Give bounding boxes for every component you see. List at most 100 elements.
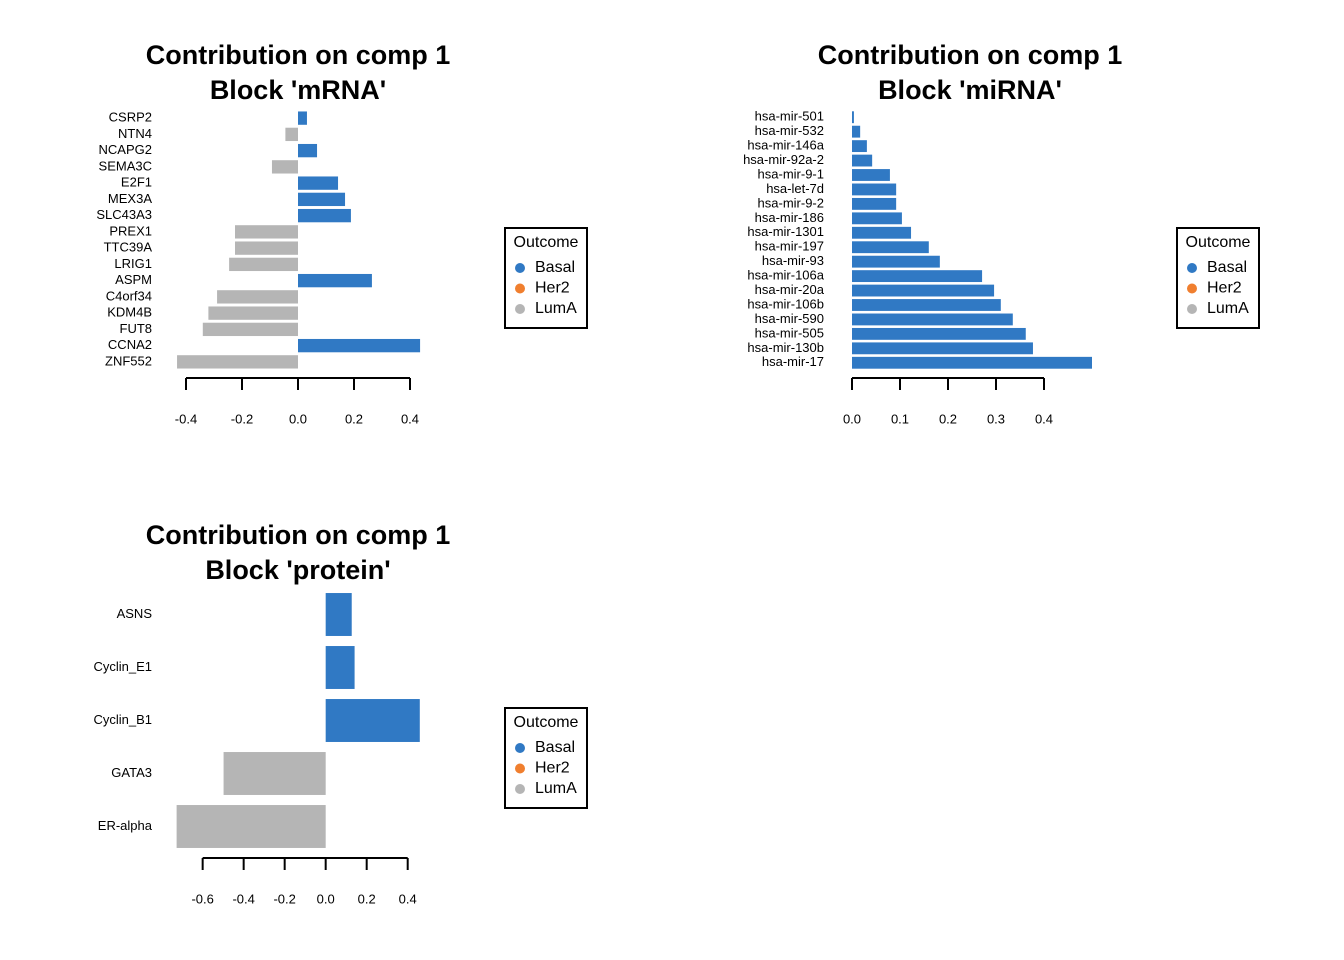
category-label: hsa-mir-1301: [747, 224, 824, 239]
category-label: hsa-mir-17: [762, 354, 824, 369]
bar: [852, 270, 983, 283]
category-label: MEX3A: [108, 191, 152, 206]
legend-marker: [1187, 304, 1197, 314]
category-label: TTC39A: [104, 240, 153, 255]
bar: [852, 125, 861, 138]
category-label: hsa-mir-106a: [747, 268, 824, 283]
legend-label: Her2: [535, 760, 570, 777]
x-tick-label: 0.4: [399, 891, 417, 906]
category-label: FUT8: [120, 321, 153, 336]
bar: [298, 111, 307, 125]
category-label: ASPM: [115, 272, 152, 287]
bar: [235, 241, 298, 255]
legend-marker: [515, 763, 525, 774]
category-label: hsa-mir-505: [755, 325, 824, 340]
legend-label: Her2: [535, 280, 570, 297]
category-label: NTN4: [118, 126, 152, 141]
bar: [298, 273, 372, 288]
bar: [325, 699, 420, 742]
x-tick-label: 0.2: [939, 411, 957, 426]
legend-label: LumA: [535, 300, 577, 317]
legend-marker: [515, 784, 525, 794]
category-label: CCNA2: [108, 337, 152, 352]
legend-label: Her2: [1207, 280, 1242, 297]
legend-label: Basal: [535, 739, 575, 756]
category-label: ASNS: [117, 606, 153, 621]
bar: [217, 290, 298, 304]
bar: [298, 143, 318, 158]
x-tick-label: 0.1: [891, 411, 909, 426]
category-label: hsa-mir-20a: [755, 282, 825, 297]
bar: [229, 257, 298, 272]
bar: [223, 752, 326, 795]
legend-title: Outcome: [514, 714, 579, 731]
bar: [852, 212, 902, 225]
category-label: hsa-mir-590: [755, 311, 824, 326]
x-tick-label: 0.0: [289, 411, 307, 426]
bar: [852, 140, 867, 153]
x-tick-label: -0.4: [232, 891, 254, 906]
category-label: KDM4B: [107, 305, 152, 320]
bar: [298, 176, 339, 190]
x-tick-label: 0.2: [358, 891, 376, 906]
bar: [852, 183, 897, 196]
chart-subtitle: Block 'mRNA': [210, 75, 386, 105]
bar: [325, 646, 355, 689]
bar: [852, 111, 854, 124]
x-tick-label: -0.4: [175, 411, 197, 426]
legend-label: Basal: [535, 259, 575, 276]
legend-marker: [515, 263, 525, 273]
category-label: hsa-mir-186: [755, 210, 824, 225]
category-label: hsa-mir-9-1: [758, 166, 824, 181]
bar: [298, 192, 346, 207]
legend-marker: [1187, 283, 1197, 294]
category-label: NCAPG2: [99, 142, 152, 157]
category-label: C4orf34: [106, 288, 152, 303]
category-label: hsa-mir-130b: [747, 340, 824, 355]
category-label: SLC43A3: [96, 207, 152, 222]
x-tick-label: -0.2: [273, 891, 295, 906]
bar: [852, 356, 1092, 369]
x-tick-label: -0.2: [231, 411, 253, 426]
bar: [271, 160, 298, 174]
bar: [852, 197, 897, 210]
bar: [285, 127, 298, 142]
category-label: hsa-mir-501: [755, 109, 824, 124]
legend-marker: [515, 283, 525, 294]
category-label: Cyclin_B1: [93, 712, 152, 727]
category-label: hsa-mir-106b: [747, 296, 824, 311]
bar: [852, 327, 1026, 340]
category-label: hsa-mir-93: [762, 253, 824, 268]
category-label: hsa-mir-532: [755, 123, 824, 138]
chart-subtitle: Block 'miRNA': [878, 75, 1062, 105]
bar: [852, 226, 912, 239]
bar: [298, 208, 351, 223]
legend-label: Basal: [1207, 259, 1247, 276]
bar: [177, 355, 298, 369]
bar: [208, 306, 298, 320]
category-label: ZNF552: [105, 353, 152, 368]
bar: [852, 255, 940, 268]
category-label: hsa-mir-146a: [747, 138, 824, 153]
x-tick-label: 0.0: [317, 891, 335, 906]
chart-title: Contribution on comp 1: [818, 40, 1122, 70]
legend-label: LumA: [1207, 300, 1249, 317]
bar: [852, 154, 873, 167]
category-label: ER-alpha: [98, 818, 153, 833]
legend-marker: [515, 743, 525, 753]
category-label: CSRP2: [109, 110, 152, 125]
category-label: SEMA3C: [99, 158, 152, 173]
bar: [852, 313, 1013, 326]
chart-title: Contribution on comp 1: [146, 40, 450, 70]
bar: [298, 338, 421, 353]
legend-title: Outcome: [514, 234, 579, 251]
category-label: hsa-mir-92a-2: [743, 152, 824, 167]
bar: [176, 805, 326, 848]
bar: [852, 342, 1033, 355]
bar: [852, 169, 890, 181]
bar: [235, 225, 298, 239]
legend-marker: [1187, 263, 1197, 273]
category-label: hsa-let-7d: [766, 181, 824, 196]
chart-subtitle: Block 'protein': [205, 555, 390, 585]
